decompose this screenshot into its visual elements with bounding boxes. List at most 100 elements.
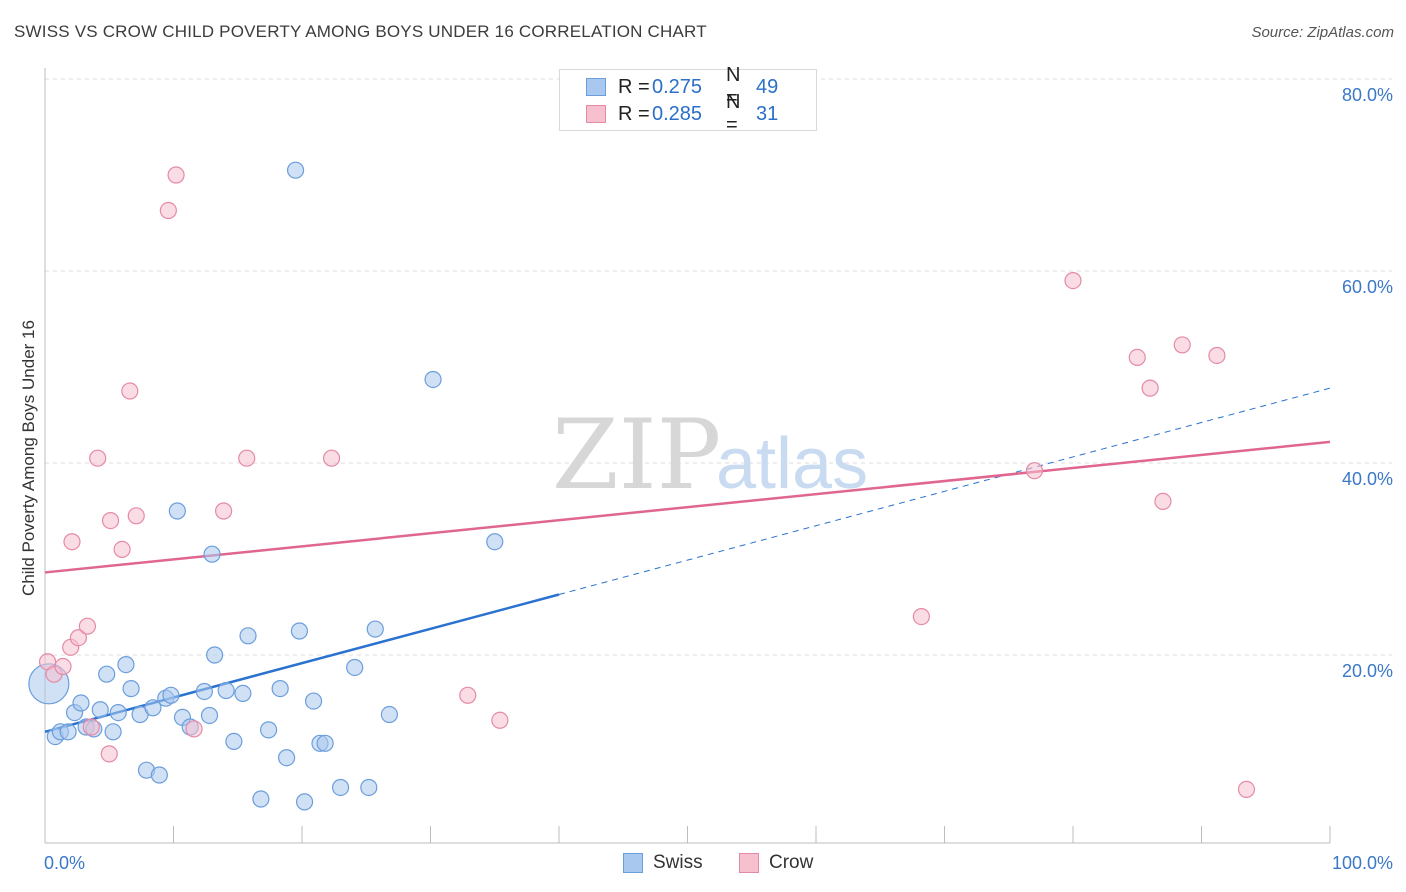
swiss-point [162,686,180,704]
swiss-point [380,705,398,724]
crow-point [69,629,88,647]
bottom-legend-crow: Crow [739,852,813,874]
swiss-point [91,701,109,719]
swiss-point [195,682,213,701]
swiss-point [486,533,504,551]
legend-row-swiss: R = 0.275 N = 49 [586,64,779,109]
crow-point [100,745,118,763]
swiss-point [286,161,305,179]
x-tick-label: 0.0% [44,853,85,873]
swiss-point [304,692,323,710]
chart-title: SWISS VS CROW CHILD POVERTY AMONG BOYS U… [14,22,707,41]
crow-trend-line [44,440,1331,574]
watermark-zip: ZIP [552,399,721,511]
crow-point [89,449,107,467]
swiss-point [203,545,221,563]
swiss-point [346,658,364,677]
tick-labels: 20.0% 40.0% 60.0% 80.0% 0.0% 100.0% [44,85,1393,873]
swiss-point [316,734,334,752]
swiss-point [200,706,219,725]
crow-point [167,166,185,184]
swiss-point [295,793,314,811]
swiss-legend-label: Swiss [653,852,703,873]
trend-lines [44,387,1331,734]
crow-point [1154,492,1172,510]
swiss-point [424,370,442,389]
legend-row-crow: R = 0.285 N = 31 [586,91,779,136]
swiss-point [59,723,77,741]
swiss-point [366,620,384,638]
swiss-legend-swatch [623,853,643,873]
swiss-point [122,679,140,698]
swiss-point [98,665,116,683]
crow-point [1025,462,1044,480]
bottom-legend-swiss: Swiss [623,852,703,874]
crow-n-label: N = [726,91,741,136]
swiss-point [225,732,243,751]
swiss-point [259,721,278,739]
swiss-point [331,778,350,797]
crow-point [1128,348,1146,366]
swiss-point [117,655,135,674]
swiss-trend-line [44,593,560,734]
crow-r-label: R = [618,102,650,125]
crow-point [54,657,72,676]
crow-point [159,201,177,220]
crow-point [101,511,120,530]
swiss-point [277,749,296,767]
swiss-point [234,684,252,703]
crow-point [78,617,97,635]
crow-point [491,711,509,729]
swiss-point [360,778,378,797]
crow-r-value: 0.285 [652,102,703,125]
crow-point [215,502,233,520]
swiss-point [252,790,270,808]
y-tick-label: 40.0% [1342,469,1393,489]
y-tick-label: 80.0% [1342,85,1393,105]
crow-swatch [586,105,606,123]
crow-point [459,686,477,704]
crow-point [238,449,256,467]
swiss-point [144,699,162,717]
correlation-legend: R = 0.275 N = 49 R = 0.285 N = 31 [559,64,817,136]
crow-point [322,449,341,467]
swiss-point [104,723,122,741]
crow-point [1208,346,1226,365]
crow-point [1141,379,1159,397]
swiss-swatch [586,78,606,96]
swiss-r-label: R = [618,75,650,98]
crow-point [127,507,145,525]
crow-legend-label: Crow [769,852,814,873]
crow-point [113,540,131,559]
swiss-trend-extension [558,387,1331,596]
swiss-point [109,703,127,722]
crow-point [1237,780,1256,799]
y-tick-label: 60.0% [1342,277,1393,297]
gridlines [45,78,1392,656]
crow-point [82,718,100,736]
y-tick-label: 20.0% [1342,661,1393,681]
swiss-n-label: N = [726,64,741,109]
swiss-point [271,679,289,698]
x-tick-label: 100.0% [1332,853,1393,873]
swiss-point [239,627,257,645]
swiss-n-value: 49 [756,75,779,98]
swiss-point [72,694,90,712]
swiss-point [168,502,186,520]
axes [44,68,1331,844]
data-points [28,161,1256,811]
crow-point [912,607,930,626]
swiss-point [217,681,235,700]
swiss-point [206,646,224,664]
swiss-point [150,766,168,784]
crow-point [185,720,203,738]
y-axis-label: Child Poverty Among Boys Under 16 [19,320,38,596]
swiss-r-value: 0.275 [652,75,703,98]
crow-point [121,382,139,400]
crow-point [1173,336,1191,354]
crow-point [1064,272,1082,290]
crow-legend-swatch [739,853,759,873]
swiss-point [290,622,309,640]
crow-n-value: 31 [756,102,779,125]
